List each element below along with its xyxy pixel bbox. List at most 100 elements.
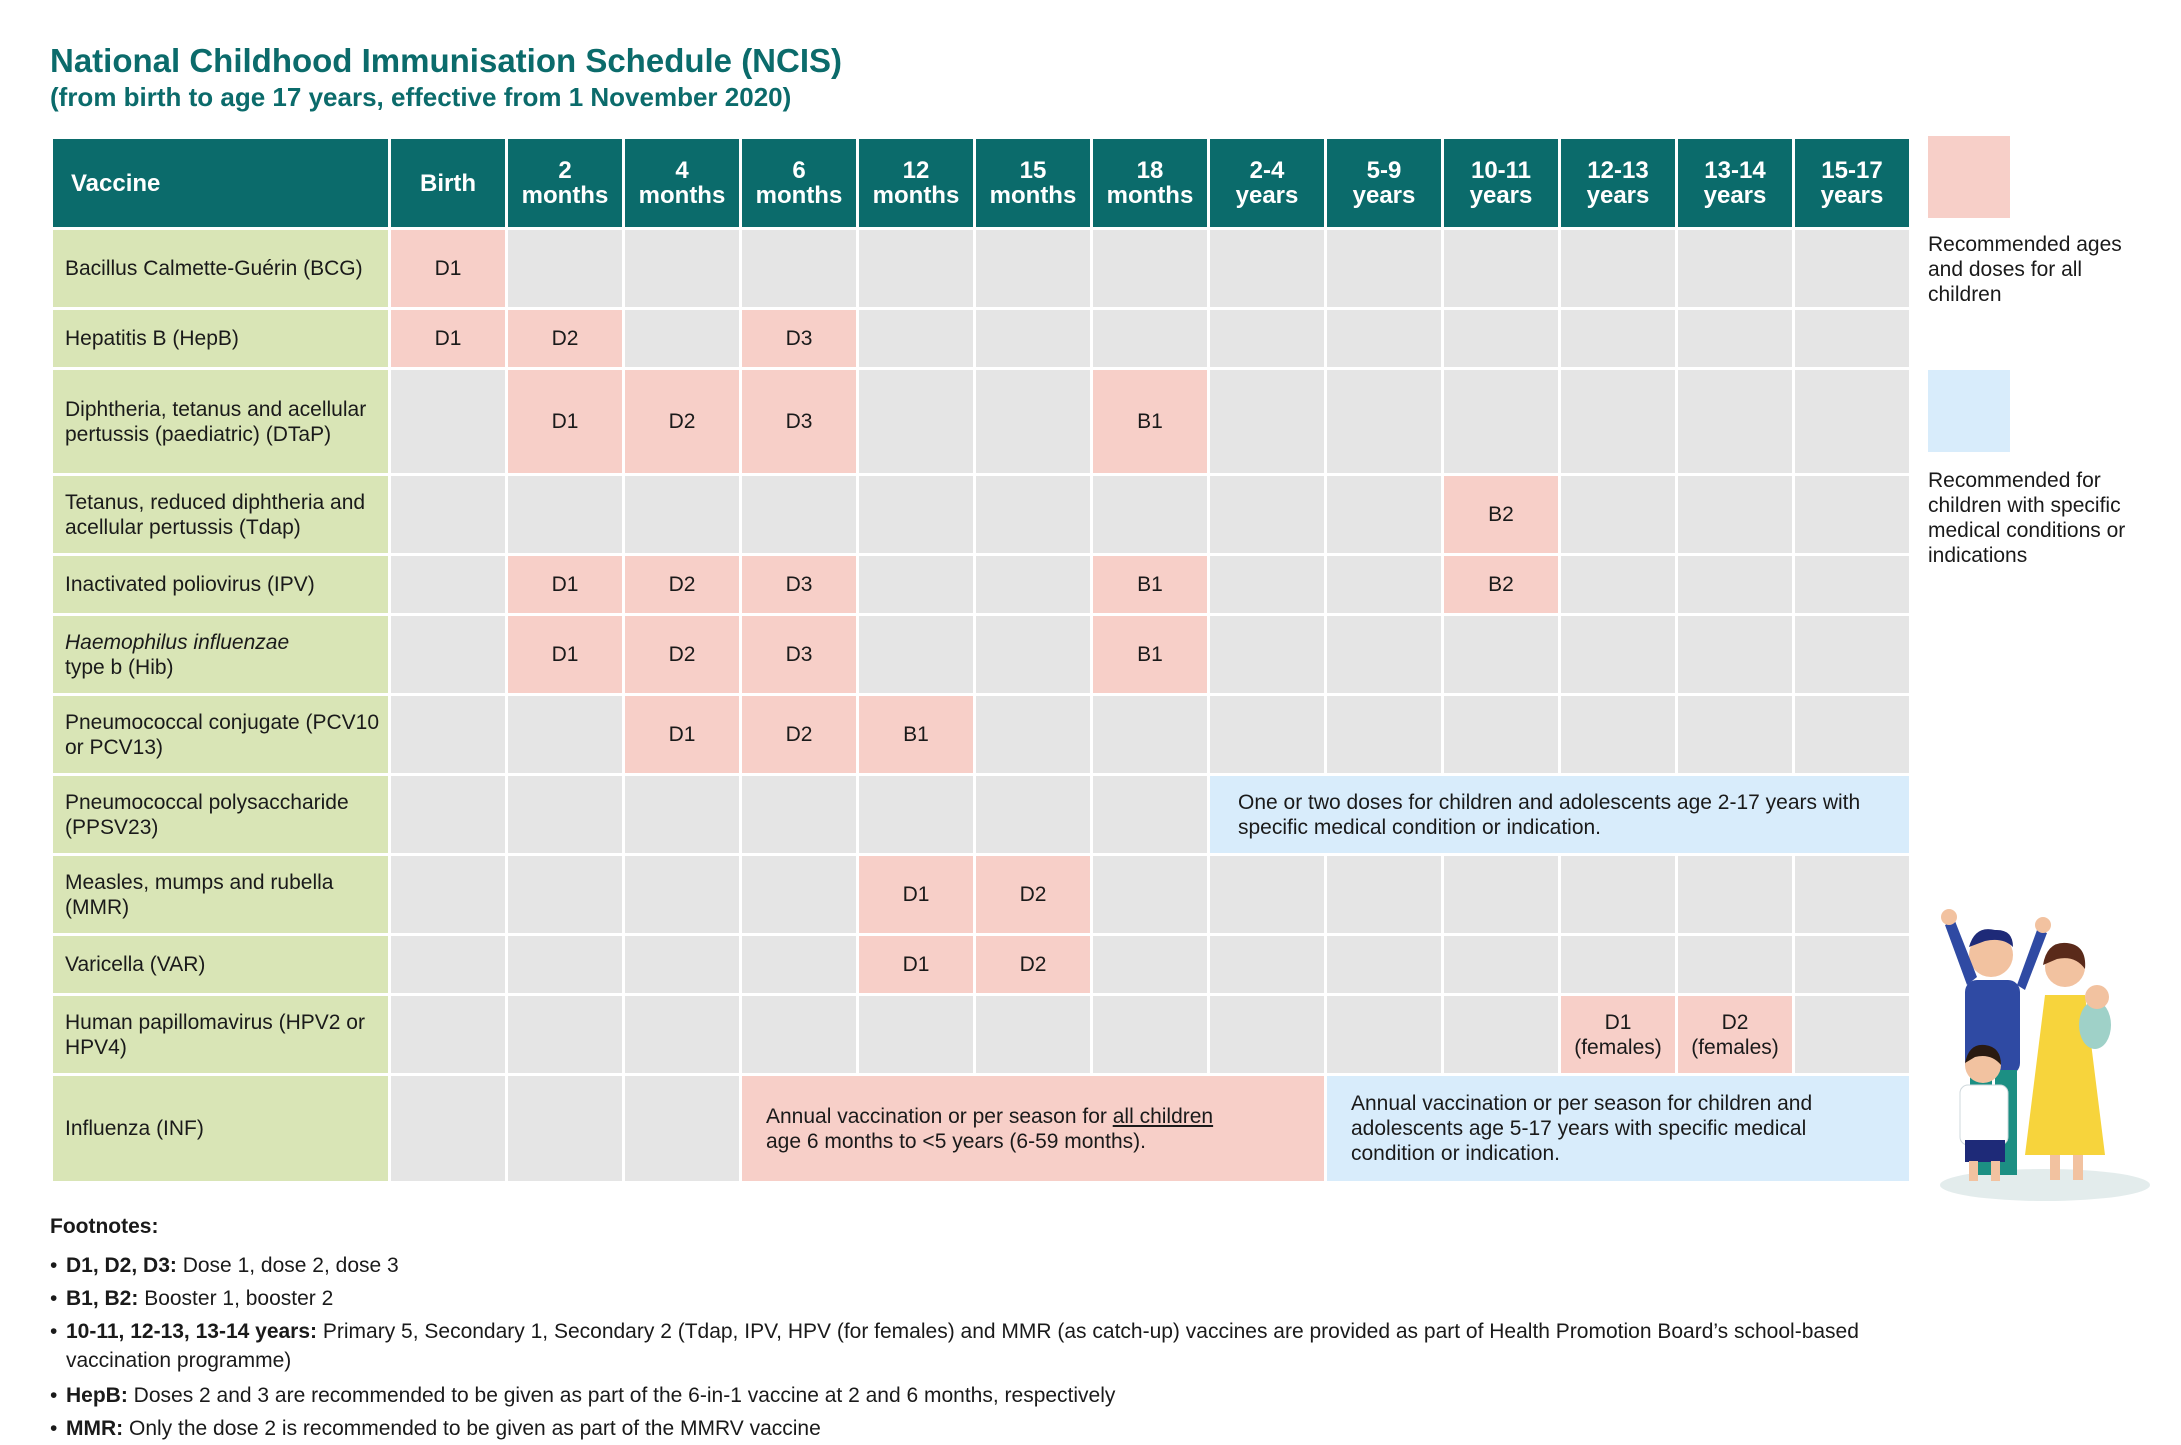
empty-cell [1207,367,1327,476]
footnote-text: Doses 2 and 3 are recommended to be give… [127,1384,1116,1407]
vaccine-name: Pneumococcal polysaccharide (PPSV23) [50,773,391,856]
empty-cell [1558,553,1678,616]
header-age-line1: 13-14 [1704,157,1766,184]
empty-cell [973,693,1093,776]
influenza-note-part2: age 6 months to <5 years (6-59 months). [766,1129,1146,1153]
vaccine-name: Human papillomavirus (HPV2 or HPV4) [50,993,391,1076]
empty-cell [1792,367,1912,476]
footnote-term: HepB: [66,1384,128,1407]
header-age-line2: months [989,182,1077,209]
empty-cell [1207,613,1327,696]
empty-cell [1792,613,1912,696]
header-age-line1: 4 [675,157,689,184]
empty-cell [856,473,976,556]
empty-cell [973,553,1093,616]
empty-cell [1324,473,1444,556]
empty-cell [505,773,625,856]
header-age-line2: years [1235,182,1299,209]
page-title: National Childhood Immunisation Schedule… [50,42,843,79]
empty-cell [1324,307,1444,370]
empty-cell [973,773,1093,856]
empty-cell [1558,613,1678,696]
dose-cell: D1 [622,693,742,776]
footnotes: Footnotes: D1, D2, D3: Dose 1, dose 2, d… [50,1210,1900,1445]
influenza-note-all-children: Annual vaccination or per season for all… [739,1073,1327,1184]
empty-cell [1324,693,1444,776]
header-age-line2: years [1820,182,1884,209]
empty-cell [1792,853,1912,936]
dose-cell: D1 [505,553,625,616]
dose-label: D1 [1604,1010,1632,1034]
header-age: 12 months [856,136,976,230]
empty-cell [1207,693,1327,776]
empty-cell [1675,613,1795,696]
header-age-line2: months [638,182,726,209]
dose-cell: D1 [388,227,508,310]
family-illustration [1940,909,2150,1201]
empty-cell [388,367,508,476]
dose-sublabel: (females) [1691,1035,1779,1059]
table-row: Human papillomavirus (HPV2 or HPV4) D1 (f… [50,993,1912,1076]
header-row: Vaccine Birth 2 months 4 months 6 months 12… [50,136,1912,230]
dose-cell: D2 [973,933,1093,996]
empty-cell [1324,933,1444,996]
dose-cell: D2 [739,693,859,776]
vaccine-name: Bacillus Calmette-Guérin (BCG) [50,227,391,310]
empty-cell [1207,553,1327,616]
table-row: Measles, mumps and rubella (MMR) D1 D2 [50,853,1912,936]
dose-cell: B1 [1090,613,1210,696]
header-age: 18 months [1090,136,1210,230]
table-row: Influenza (INF) Annual vaccination or pe… [50,1073,1912,1184]
empty-cell [622,773,742,856]
schedule-table: Vaccine Birth 2 months 4 months 6 months 12… [50,136,1912,1184]
empty-cell [973,307,1093,370]
empty-cell [1207,993,1327,1076]
empty-cell [973,473,1093,556]
table-row: Haemophilus influenzae type b (Hib) D1 D2… [50,613,1912,696]
dose-cell: D2 (females) [1675,993,1795,1076]
footnote-term: B1, B2: [66,1287,139,1310]
empty-cell [1441,307,1561,370]
vaccine-name: Tetanus, reduced diphtheria and acellula… [50,473,391,556]
header-age-line1: 18 [1136,157,1164,184]
empty-cell [1675,933,1795,996]
dose-cell: D3 [739,367,859,476]
dose-cell: D1 [856,853,976,936]
empty-cell [856,367,976,476]
empty-cell [1675,693,1795,776]
empty-cell [1792,307,1912,370]
empty-cell [973,227,1093,310]
dose-cell: D2 [622,367,742,476]
empty-cell [1207,227,1327,310]
empty-cell [388,1073,508,1184]
empty-cell [1441,227,1561,310]
table-row: Bacillus Calmette-Guérin (BCG) D1 [50,227,1912,310]
header-age: 12-13 years [1558,136,1678,230]
table-row: Inactivated poliovirus (IPV) D1 D2 D3 B1… [50,553,1912,616]
footnote-text: Booster 1, booster 2 [138,1287,334,1310]
header-age-line2: years [1469,182,1533,209]
empty-cell [1792,227,1912,310]
empty-cell [739,993,859,1076]
footnote-text: Only the dose 2 is recommended to be giv… [123,1417,821,1440]
dose-cell: D1 [505,613,625,696]
empty-cell [1090,993,1210,1076]
footnote-item: HepB: Doses 2 and 3 are recommended to b… [50,1379,1900,1412]
empty-cell [388,693,508,776]
empty-cell [739,473,859,556]
empty-cell [1675,853,1795,936]
header-age: 4 months [622,136,742,230]
vaccine-name: Influenza (INF) [50,1073,391,1184]
empty-cell [1558,227,1678,310]
header-age-line2: months [521,182,609,209]
empty-cell [1324,367,1444,476]
footnote-item: MMR: Only the dose 2 is recommended to b… [50,1412,1900,1445]
empty-cell [505,933,625,996]
empty-cell [388,613,508,696]
empty-cell [1558,307,1678,370]
empty-cell [622,307,742,370]
empty-cell [739,773,859,856]
header-age-line1: 15 [1019,157,1047,184]
dose-cell: D3 [739,613,859,696]
empty-cell [1207,853,1327,936]
